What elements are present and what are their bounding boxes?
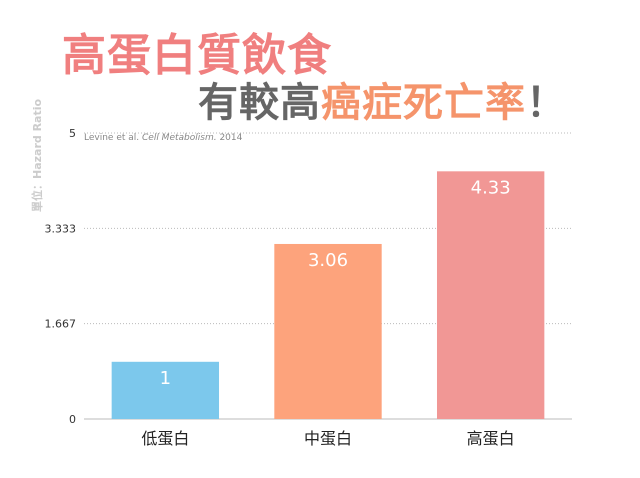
bar-value-label: 4.33: [471, 177, 511, 198]
citation-annotation: Levine et al. Cell Metabolism. 2014: [84, 133, 243, 143]
bar-value-label: 1: [160, 368, 171, 389]
bar: [436, 171, 545, 419]
bars: [111, 171, 545, 419]
x-category-label: 高蛋白: [467, 429, 515, 448]
bar: [111, 361, 220, 419]
title-line1-text: 高蛋白質飲食: [62, 30, 332, 81]
chart-title-line2: 有較高癌症死亡率！: [198, 78, 567, 128]
labels: 0 1.667 3.333 5 1 低蛋白 3.06 中蛋白 4.33 高蛋白: [45, 127, 515, 448]
title-line2-suffix: ！: [526, 80, 567, 126]
y-axis-label: 單位：Hazard Ratio: [30, 98, 44, 212]
y-tick-label: 5: [69, 127, 76, 140]
chart-title-line1: 高蛋白質飲食: [62, 30, 332, 82]
x-category-label: 中蛋白: [304, 429, 352, 448]
title-line2-highlight: 癌症死亡率: [321, 80, 526, 126]
bar-value-label: 3.06: [308, 250, 348, 271]
y-tick-label: 1.667: [45, 318, 77, 331]
x-category-label: 低蛋白: [141, 429, 189, 448]
y-tick-label: 0: [69, 413, 76, 426]
y-tick-label: 3.333: [45, 222, 77, 235]
title-line2-prefix: 有較高: [198, 80, 321, 126]
bar: [274, 243, 382, 419]
